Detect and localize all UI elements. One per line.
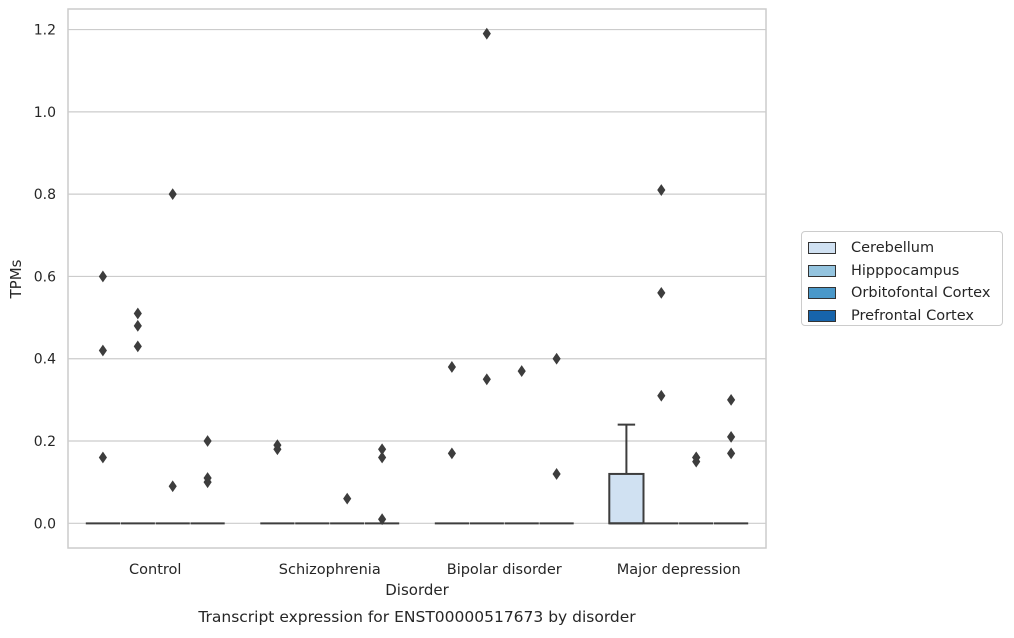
y-tick-label: 1.0 <box>34 105 56 121</box>
outlier-point <box>378 443 387 456</box>
chart-title: Transcript expression for ENST0000051767… <box>197 608 636 626</box>
outlier-point <box>378 451 387 464</box>
legend-swatch-orbitofrontal-cortex <box>808 287 836 300</box>
y-tick-label: 0.4 <box>34 352 56 368</box>
outlier-point <box>98 451 107 464</box>
outlier-point <box>203 435 212 447</box>
legend-label-orbitofrontal-cortex: Orbitofontal Cortex <box>851 285 991 302</box>
outlier-point <box>482 27 491 40</box>
outlier-point <box>657 389 666 402</box>
legend-item-hippocampus: Hipppocampus <box>808 260 1002 283</box>
outlier-point <box>657 286 666 299</box>
box-body <box>608 472 645 525</box>
legend-item-prefrontal-cortex: Prefrontal Cortex <box>808 305 1002 328</box>
outlier-point <box>98 270 107 283</box>
outlier-point <box>168 188 177 201</box>
y-tick-label: 0.6 <box>34 269 56 285</box>
x-tick-label: Major depression <box>617 562 741 578</box>
legend-label-cerebellum: Cerebellum <box>851 240 935 257</box>
boxes <box>85 423 749 525</box>
outlier-point <box>482 373 491 386</box>
outlier-point <box>133 340 142 353</box>
x-tick-label: Control <box>129 562 181 578</box>
outlier-point <box>133 319 142 332</box>
y-tick-label: 0.2 <box>34 434 56 450</box>
outlier-point <box>343 492 352 505</box>
x-tick-label: Bipolar disorder <box>447 562 562 578</box>
outlier-point <box>692 451 701 464</box>
outlier-points <box>98 27 736 526</box>
outlier-point <box>203 472 212 484</box>
legend-item-cerebellum: Cerebellum <box>808 237 1002 260</box>
legend-item-orbitofrontal-cortex: Orbitofontal Cortex <box>808 282 1002 305</box>
outlier-point <box>447 361 456 373</box>
outlier-point <box>133 307 142 320</box>
plot-frame <box>67 8 767 549</box>
legend-label-prefrontal-cortex: Prefrontal Cortex <box>851 307 974 324</box>
outlier-point <box>727 393 736 406</box>
x-tick-labels: Control Schizophrenia Bipolar disorder Majo… <box>129 562 741 578</box>
y-tick-label: 0.0 <box>34 516 56 532</box>
plot-area-background <box>68 9 766 548</box>
outlier-point <box>727 431 736 443</box>
y-tick-label: 0.8 <box>34 187 56 203</box>
y-tick-label: 1.2 <box>34 23 56 39</box>
y-tick-labels: 0.0 0.2 0.4 0.6 0.8 1.0 1.2 <box>34 23 56 533</box>
outlier-point <box>168 480 177 493</box>
box-cerebellum <box>608 423 645 525</box>
outlier-point <box>378 513 387 526</box>
x-tick-label: Schizophrenia <box>279 562 381 578</box>
legend-swatch-hippocampus <box>808 264 836 277</box>
legend-swatch-cerebellum <box>808 242 836 255</box>
outlier-point <box>273 439 282 452</box>
outlier-point <box>727 447 736 460</box>
outlier-point <box>552 352 561 365</box>
x-axis-label: Disorder <box>385 581 449 599</box>
legend-swatch-prefrontal-cortex <box>808 309 836 322</box>
y-axis-label: TPMs <box>7 259 25 299</box>
outlier-point <box>98 344 107 357</box>
outlier-point <box>657 184 666 196</box>
outlier-point <box>517 365 526 377</box>
legend-label-hippocampus: Hipppocampus <box>851 262 960 279</box>
legend: Cerebellum Hipppocampus Orbitofontal Cor… <box>801 231 1003 326</box>
outlier-point <box>447 447 456 460</box>
outlier-point <box>552 468 561 480</box>
